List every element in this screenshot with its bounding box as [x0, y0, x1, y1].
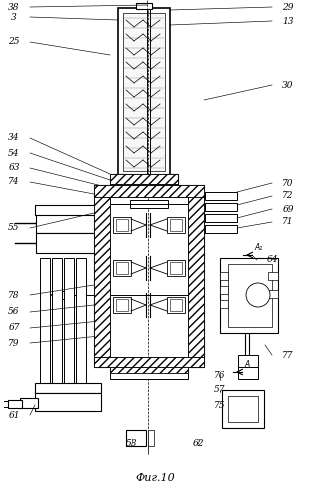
Text: А: А: [244, 360, 249, 369]
Bar: [220, 300, 228, 308]
Text: 34: 34: [8, 134, 20, 142]
Bar: [220, 272, 228, 280]
Text: 53: 53: [126, 440, 138, 448]
Text: 30: 30: [282, 80, 294, 90]
Text: 62: 62: [192, 440, 204, 448]
Bar: [35, 393, 101, 411]
Text: 61: 61: [8, 410, 20, 420]
Text: 75: 75: [214, 400, 226, 409]
Bar: [20, 398, 38, 408]
Bar: [205, 203, 237, 211]
Text: 25: 25: [8, 38, 20, 46]
Bar: [220, 258, 278, 333]
Bar: [188, 197, 204, 357]
Text: 13: 13: [282, 16, 294, 26]
Bar: [167, 297, 185, 313]
Text: 55: 55: [8, 224, 20, 232]
Bar: [220, 286, 228, 294]
Bar: [52, 258, 62, 383]
Bar: [167, 260, 185, 276]
Bar: [170, 262, 182, 274]
Bar: [8, 400, 22, 408]
Bar: [36, 213, 94, 233]
Text: 72: 72: [282, 192, 294, 200]
Text: Фиг.10: Фиг.10: [135, 473, 175, 483]
Bar: [123, 13, 165, 171]
Bar: [113, 297, 131, 313]
Bar: [35, 383, 101, 393]
Bar: [94, 197, 110, 357]
Bar: [40, 258, 50, 383]
Bar: [36, 233, 94, 253]
Text: 29: 29: [282, 2, 294, 12]
Bar: [205, 225, 237, 233]
Bar: [94, 357, 204, 367]
Bar: [113, 260, 131, 276]
Bar: [205, 192, 237, 200]
Text: 38: 38: [8, 2, 20, 12]
Bar: [94, 185, 204, 197]
Bar: [268, 290, 278, 298]
Bar: [94, 185, 204, 197]
Circle shape: [246, 283, 270, 307]
Bar: [110, 174, 178, 184]
Bar: [110, 367, 188, 373]
Bar: [126, 430, 146, 446]
Bar: [238, 355, 258, 367]
Bar: [170, 219, 182, 231]
Bar: [35, 205, 101, 215]
Bar: [228, 264, 272, 327]
Text: 69: 69: [282, 204, 294, 214]
Bar: [228, 396, 258, 422]
Bar: [116, 299, 128, 311]
Bar: [110, 174, 178, 184]
Bar: [113, 217, 131, 233]
Text: 57: 57: [214, 386, 226, 394]
Bar: [57, 291, 65, 299]
Bar: [188, 197, 204, 357]
Text: 79: 79: [8, 338, 20, 347]
Bar: [94, 197, 110, 357]
Text: 74: 74: [8, 178, 20, 186]
Text: 64: 64: [266, 256, 278, 264]
Bar: [222, 390, 264, 428]
Bar: [76, 258, 86, 383]
Text: 67: 67: [8, 324, 20, 332]
Bar: [238, 367, 258, 379]
Bar: [116, 262, 128, 274]
Bar: [205, 214, 237, 222]
Text: 56: 56: [8, 308, 20, 316]
Bar: [170, 299, 182, 311]
Bar: [130, 200, 168, 208]
Text: 70: 70: [282, 178, 294, 188]
Text: 76: 76: [214, 370, 226, 380]
Bar: [110, 367, 188, 379]
Bar: [94, 357, 204, 367]
Bar: [116, 219, 128, 231]
Text: 54: 54: [8, 148, 20, 158]
Text: 63: 63: [8, 164, 20, 172]
Bar: [64, 258, 74, 383]
Bar: [268, 272, 278, 280]
Text: 78: 78: [8, 290, 20, 300]
Bar: [167, 217, 185, 233]
Text: 77: 77: [282, 350, 294, 360]
Bar: [136, 3, 152, 9]
Text: 71: 71: [282, 218, 294, 226]
Text: 3: 3: [11, 12, 17, 22]
Bar: [118, 8, 170, 176]
Bar: [110, 197, 188, 357]
Text: А₁: А₁: [254, 243, 262, 252]
Bar: [148, 430, 154, 446]
